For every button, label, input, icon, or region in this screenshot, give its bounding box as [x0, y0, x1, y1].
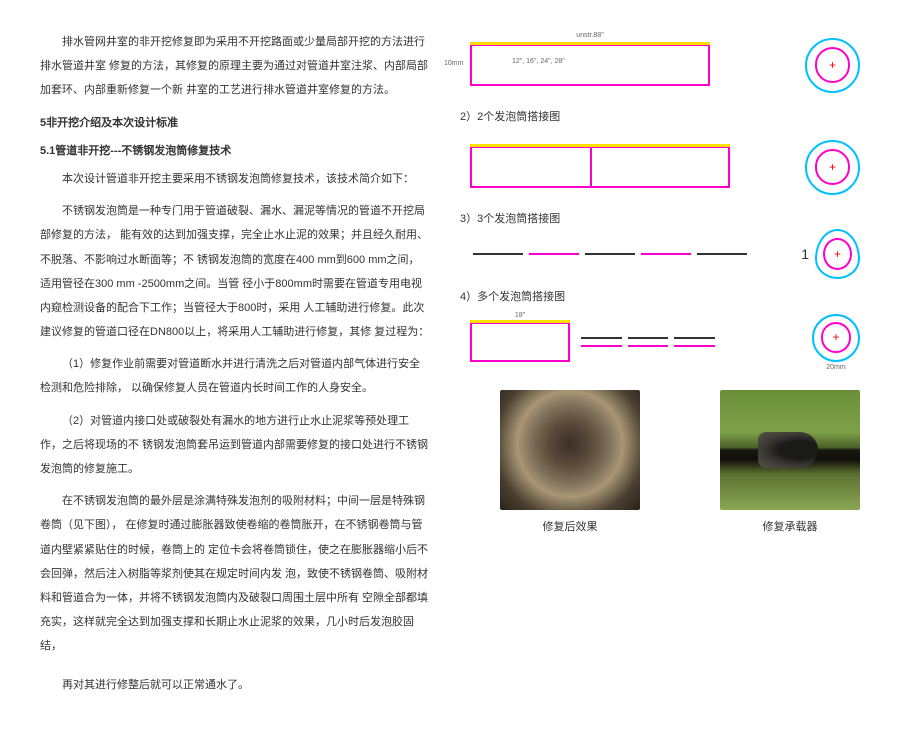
dim-20mm: 20mm	[826, 364, 845, 371]
paragraph-2: 本次设计管道非开挖主要采用不锈钢发泡筒修复技术，该技术简介如下：	[40, 167, 430, 191]
tube-2a	[470, 146, 610, 188]
photo-1-col: 修复后效果	[500, 390, 640, 534]
photo-row: 修复后效果 修复承载器	[460, 390, 900, 534]
photo-1-caption: 修复后效果	[543, 518, 598, 534]
heading-5: 5非开挖介绍及本次设计标准	[40, 111, 430, 135]
num-1: 1	[801, 246, 809, 262]
tube-single: unstr.88" 10mm 12", 16", 24", 28"	[470, 44, 710, 86]
paragraph-4: （1）修复作业前需要对管道断水并进行清洗之后对管道内部气体进行安全检测和危险排除…	[40, 352, 430, 400]
paragraph-6: 在不锈钢发泡筒的最外层是涂满特殊发泡剂的吸附材料；中间一层是特殊钢卷筒（见下图）…	[40, 489, 430, 658]
caption-4: 4）多个发泡筒搭接图	[460, 286, 900, 308]
dim-sizes: 12", 16", 24", 28"	[512, 58, 565, 65]
heading-5-1: 5.1管道非开挖---不锈钢发泡筒修复技术	[40, 139, 430, 163]
cross-icon: +	[832, 330, 839, 344]
caption-3: 3）3个发泡筒搭接图	[460, 208, 900, 230]
paragraph-intro: 排水管网井室的非开挖修复即为采用不开挖路面或少量局部开挖的方法进行排水管道井室 …	[40, 30, 430, 103]
circle-cross-1: +	[805, 38, 860, 93]
diagram-4: 18" + 20mm	[460, 312, 870, 372]
line-row-3	[470, 253, 750, 255]
caption-2: 2）2个发泡筒搭接图	[460, 106, 900, 128]
cross-icon: +	[829, 160, 836, 174]
paragraph-5: （2）对管道内接口处或破裂处有漏水的地方进行止水止泥浆等预处理工作，之后将现场的…	[40, 409, 430, 482]
photo-2-col: 修复承载器	[720, 390, 860, 534]
photo-2-caption: 修复承载器	[763, 518, 818, 534]
cross-icon: +	[834, 247, 841, 261]
left-column: 排水管网井室的非开挖修复即为采用不开挖路面或少量局部开挖的方法进行排水管道井室 …	[40, 30, 460, 714]
dim-18: 18"	[515, 312, 525, 319]
right-column: unstr.88" 10mm 12", 16", 24", 28" + 2）2个…	[460, 30, 900, 714]
diagram-2: +	[460, 132, 870, 202]
paragraph-7: 再对其进行修整后就可以正常通水了。	[40, 673, 430, 697]
tube-2b	[590, 146, 730, 188]
diagram-1: unstr.88" 10mm 12", 16", 24", 28" +	[460, 30, 870, 100]
tube-4a: 18"	[470, 322, 570, 362]
cross-icon: +	[829, 58, 836, 72]
circle-cross-3: +	[815, 229, 860, 279]
diagram-3: 1 +	[460, 234, 870, 274]
circle-cross-4: +	[812, 314, 860, 362]
dim-10mm: 10mm	[444, 60, 463, 67]
photo-repair-result	[500, 390, 640, 510]
paragraph-3: 不锈钢发泡筒是一种专门用于管道破裂、漏水、漏泥等情况的管道不开挖局部修复的方法，…	[40, 199, 430, 344]
circle-cross-2: +	[805, 140, 860, 195]
photo-carrier	[720, 390, 860, 510]
